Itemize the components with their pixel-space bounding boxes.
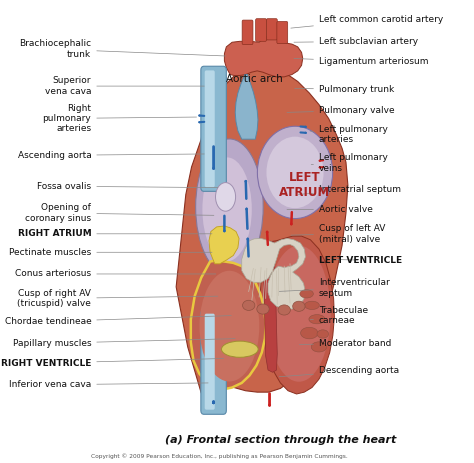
Text: LEFT VENTRICLE: LEFT VENTRICLE bbox=[319, 256, 402, 265]
Ellipse shape bbox=[200, 271, 259, 382]
Polygon shape bbox=[209, 226, 239, 264]
Ellipse shape bbox=[221, 341, 258, 357]
Text: Trabeculae
carneae: Trabeculae carneae bbox=[310, 306, 368, 325]
Text: RIGHT ATRIUM: RIGHT ATRIUM bbox=[18, 229, 212, 238]
Text: Conus arteriosus: Conus arteriosus bbox=[15, 269, 216, 278]
Polygon shape bbox=[242, 238, 305, 309]
Polygon shape bbox=[235, 75, 258, 139]
Ellipse shape bbox=[202, 157, 252, 261]
Ellipse shape bbox=[300, 290, 313, 298]
Text: Chordae tendineae: Chordae tendineae bbox=[5, 316, 231, 326]
FancyBboxPatch shape bbox=[205, 313, 215, 410]
Ellipse shape bbox=[293, 301, 305, 311]
Ellipse shape bbox=[196, 139, 263, 275]
Text: LEFT
ATRIUM: LEFT ATRIUM bbox=[279, 171, 330, 200]
Text: Opening of
coronary sinus: Opening of coronary sinus bbox=[25, 203, 214, 223]
FancyBboxPatch shape bbox=[205, 70, 215, 187]
Ellipse shape bbox=[301, 327, 318, 339]
Text: Left subclavian artery: Left subclavian artery bbox=[294, 37, 418, 46]
Text: Cusp of left AV
(mitral) valve: Cusp of left AV (mitral) valve bbox=[291, 224, 385, 244]
Polygon shape bbox=[260, 236, 334, 394]
Text: Fossa ovalis: Fossa ovalis bbox=[37, 182, 218, 191]
FancyBboxPatch shape bbox=[201, 310, 226, 414]
Ellipse shape bbox=[305, 301, 319, 309]
FancyBboxPatch shape bbox=[277, 21, 288, 44]
Text: Pectinate muscles: Pectinate muscles bbox=[9, 248, 212, 257]
Ellipse shape bbox=[278, 305, 291, 315]
Text: Brachiocephalic
trunk: Brachiocephalic trunk bbox=[19, 39, 226, 59]
Text: Left pulmonary
veins: Left pulmonary veins bbox=[311, 153, 388, 173]
Text: Cusp of right AV
(tricuspid) valve: Cusp of right AV (tricuspid) valve bbox=[18, 289, 218, 308]
FancyBboxPatch shape bbox=[266, 19, 277, 40]
Text: Descending aorta: Descending aorta bbox=[279, 366, 399, 377]
Ellipse shape bbox=[257, 304, 269, 314]
Ellipse shape bbox=[216, 182, 236, 211]
Text: Superior
vena cava: Superior vena cava bbox=[45, 76, 204, 96]
Text: Aortic valve: Aortic valve bbox=[287, 205, 373, 214]
Text: Left pulmonary
arteries: Left pulmonary arteries bbox=[310, 125, 388, 144]
Text: Right
pulmonary
arteries: Right pulmonary arteries bbox=[43, 104, 197, 133]
Text: (a) Frontal section through the heart: (a) Frontal section through the heart bbox=[164, 435, 396, 445]
Text: Inferior vena cava: Inferior vena cava bbox=[9, 380, 208, 389]
FancyBboxPatch shape bbox=[201, 66, 226, 191]
Polygon shape bbox=[191, 261, 266, 389]
Text: Copyright © 2009 Pearson Education, Inc., publishing as Pearson Benjamin Cumming: Copyright © 2009 Pearson Education, Inc.… bbox=[91, 453, 348, 459]
Text: RIGHT VENTRICLE: RIGHT VENTRICLE bbox=[1, 358, 224, 368]
Text: Aortic arch: Aortic arch bbox=[226, 74, 283, 84]
Text: Ligamentum arteriosum: Ligamentum arteriosum bbox=[294, 57, 428, 66]
Text: Papillary muscles: Papillary muscles bbox=[13, 338, 235, 348]
Ellipse shape bbox=[317, 330, 328, 338]
Ellipse shape bbox=[267, 245, 331, 382]
Text: Left common carotid artery: Left common carotid artery bbox=[291, 15, 443, 28]
Text: Interatrial septum: Interatrial septum bbox=[299, 186, 401, 194]
Text: Interventricular
septum: Interventricular septum bbox=[279, 278, 390, 298]
FancyBboxPatch shape bbox=[242, 20, 253, 44]
Text: Pulmonary valve: Pulmonary valve bbox=[287, 106, 394, 115]
Polygon shape bbox=[224, 35, 303, 77]
Text: Ascending aorta: Ascending aorta bbox=[18, 151, 204, 160]
Ellipse shape bbox=[309, 314, 325, 324]
Text: Moderator band: Moderator band bbox=[300, 339, 392, 348]
Ellipse shape bbox=[266, 137, 324, 208]
Ellipse shape bbox=[243, 300, 255, 310]
Polygon shape bbox=[262, 241, 277, 372]
Text: Pulmonary trunk: Pulmonary trunk bbox=[295, 85, 394, 94]
Polygon shape bbox=[176, 65, 348, 393]
Ellipse shape bbox=[257, 126, 333, 219]
FancyBboxPatch shape bbox=[255, 19, 266, 41]
Ellipse shape bbox=[311, 342, 327, 352]
